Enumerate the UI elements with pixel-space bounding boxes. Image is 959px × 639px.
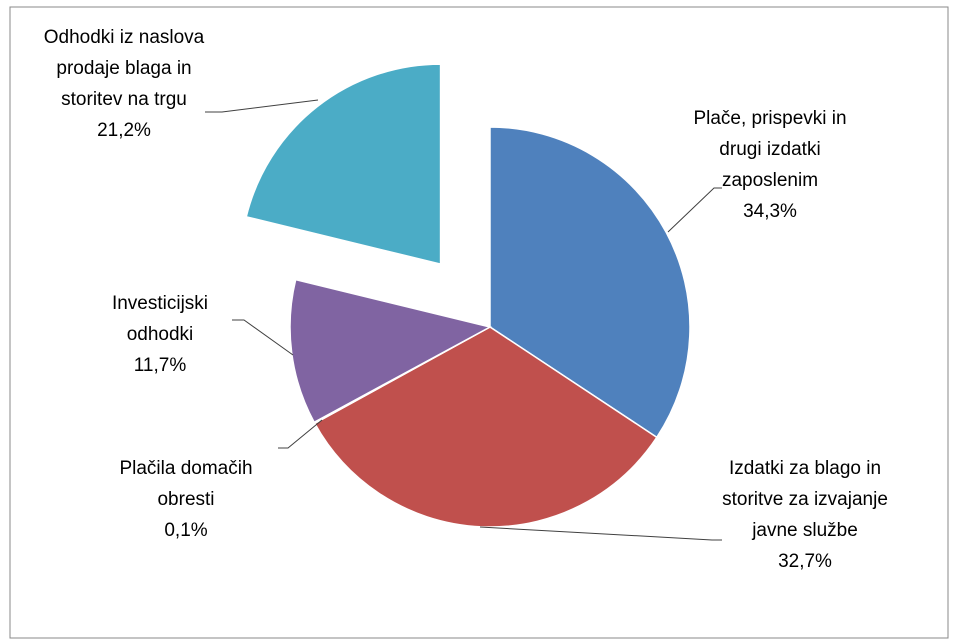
slice-value: 0,1% (164, 520, 208, 541)
leader-line (205, 99, 319, 113)
slice-value: 32,7% (778, 551, 832, 572)
slice-label: Investicijski odhodki 11,7% (95, 288, 225, 381)
slice-name: Odhodki iz naslova prodaje blaga in stor… (43, 27, 205, 110)
pie-slice (289, 278, 493, 424)
slice-label: Plačila domačih obresti 0,1% (100, 453, 272, 546)
slice-name: Plačila domačih obresti (119, 458, 253, 510)
slice-value: 21,2% (97, 120, 151, 141)
slice-label: Odhodki iz naslova prodaje blaga in stor… (32, 22, 216, 146)
slice-label: Plače, prispevki in drugi izdatki zaposl… (682, 103, 858, 227)
chart-frame (9, 6, 949, 639)
slice-name: Investicijski odhodki (111, 293, 209, 345)
slice-name: Izdatki za blago in storitve za izvajanj… (722, 458, 888, 541)
leader-line (667, 187, 722, 233)
slice-value: 11,7% (133, 355, 187, 376)
leader-line (278, 419, 323, 449)
pie-slice (245, 63, 442, 266)
leader-line (232, 319, 294, 356)
slice-name: Plače, prispevki in drugi izdatki zaposl… (693, 108, 847, 191)
leader-line (479, 526, 722, 541)
slice-value: 34,3% (743, 201, 797, 222)
leader-lines (205, 99, 722, 541)
slice-label: Izdatki za blago in storitve za izvajanj… (712, 453, 898, 577)
